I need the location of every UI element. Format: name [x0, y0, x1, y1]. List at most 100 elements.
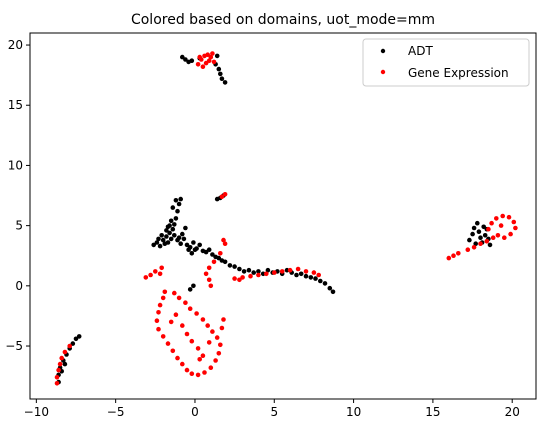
point-adt-44 — [265, 267, 271, 273]
point-adt-55 — [318, 278, 323, 284]
point-adt-40 — [246, 267, 252, 273]
point-adt-11 — [173, 216, 179, 221]
point-adt-50 — [294, 272, 299, 278]
point-adt-38 — [237, 266, 242, 272]
y-tick-label: 20 — [8, 38, 23, 52]
point-gene-expression-54 — [208, 365, 214, 371]
point-gene-expression-16 — [211, 259, 217, 265]
point-gene-expression-35 — [148, 272, 153, 278]
point-gene-expression-14 — [222, 241, 228, 246]
point-gene-expression-47 — [170, 348, 176, 354]
point-adt-97 — [481, 224, 487, 230]
point-adt-68 — [192, 247, 198, 252]
point-adt-70 — [183, 57, 188, 62]
point-gene-expression-0 — [195, 62, 201, 67]
point-adt-19 — [172, 233, 177, 238]
point-adt-90 — [478, 235, 483, 240]
point-adt-52 — [303, 273, 309, 279]
point-adt-10 — [172, 222, 177, 227]
point-adt-13 — [176, 201, 182, 207]
point-adt-41 — [251, 270, 256, 275]
point-gene-expression-61 — [200, 317, 206, 322]
point-adt-23 — [184, 242, 190, 248]
point-adt-29 — [203, 249, 209, 255]
x-tick-label: −10 — [24, 405, 49, 419]
point-gene-expression-4 — [208, 54, 214, 60]
point-adt-78 — [222, 80, 228, 85]
point-gene-expression-71 — [189, 338, 195, 344]
point-adt-66 — [176, 235, 182, 240]
point-adt-5 — [164, 234, 169, 239]
point-adt-27 — [197, 242, 202, 248]
point-gene-expression-56 — [216, 351, 222, 356]
point-gene-expression-48 — [175, 355, 180, 361]
point-adt-69 — [180, 54, 185, 60]
point-gene-expression-79 — [451, 253, 456, 258]
point-adt-89 — [476, 229, 482, 234]
point-gene-expression-41 — [157, 302, 163, 308]
point-gene-expression-52 — [195, 372, 201, 378]
point-gene-expression-62 — [194, 311, 199, 316]
point-gene-expression-70 — [184, 331, 190, 337]
point-adt-31 — [210, 252, 215, 257]
point-gene-expression-22 — [240, 275, 245, 280]
point-adt-84 — [187, 287, 193, 292]
point-gene-expression-27 — [279, 269, 285, 274]
point-gene-expression-9 — [210, 51, 215, 56]
point-adt-92 — [482, 233, 488, 238]
point-gene-expression-57 — [218, 342, 223, 348]
point-gene-expression-85 — [490, 235, 496, 240]
point-adt-104 — [70, 341, 76, 346]
y-tick-label: 15 — [8, 98, 23, 112]
point-adt-86 — [470, 231, 475, 237]
point-adt-36 — [227, 263, 233, 268]
point-adt-106 — [76, 334, 82, 339]
point-gene-expression-3 — [205, 52, 210, 57]
point-gene-expression-31 — [311, 270, 317, 275]
point-adt-51 — [298, 271, 304, 277]
point-adt-33 — [216, 255, 222, 261]
point-adt-83 — [191, 283, 196, 289]
point-gene-expression-23 — [248, 273, 253, 279]
point-gene-expression-78 — [446, 255, 452, 261]
y-tick-label: −5 — [5, 339, 23, 353]
point-adt-15 — [178, 196, 183, 202]
x-tick-label: 20 — [505, 405, 520, 419]
plot-area-frame — [29, 32, 537, 400]
x-tick-label: 5 — [270, 405, 278, 419]
point-gene-expression-42 — [156, 310, 161, 315]
point-gene-expression-29 — [295, 266, 301, 272]
point-adt-82 — [214, 196, 220, 202]
point-gene-expression-8 — [197, 54, 202, 60]
point-adt-79 — [214, 53, 220, 59]
point-adt-72 — [189, 58, 195, 63]
point-gene-expression-25 — [264, 271, 269, 277]
chart-title: Colored based on domains, uot_mode=mm — [131, 12, 435, 28]
point-gene-expression-11 — [222, 192, 228, 197]
point-gene-expression-94 — [502, 235, 507, 240]
point-adt-77 — [219, 76, 225, 81]
point-gene-expression-86 — [486, 226, 491, 232]
point-gene-expression-74 — [168, 319, 174, 325]
point-gene-expression-13 — [221, 237, 226, 243]
point-gene-expression-26 — [272, 270, 277, 275]
point-gene-expression-60 — [205, 323, 210, 328]
point-gene-expression-72 — [195, 346, 201, 351]
y-tick-label: 10 — [8, 158, 23, 172]
point-adt-7 — [167, 230, 172, 236]
point-adt-35 — [222, 259, 228, 265]
point-gene-expression-76 — [206, 340, 212, 345]
point-gene-expression-18 — [203, 271, 209, 277]
point-adt-0 — [151, 242, 156, 248]
point-gene-expression-92 — [513, 225, 518, 231]
point-gene-expression-75 — [173, 312, 179, 318]
point-gene-expression-91 — [511, 219, 517, 225]
points-layer — [54, 51, 518, 386]
point-gene-expression-80 — [456, 251, 461, 256]
point-gene-expression-15 — [218, 251, 223, 256]
point-adt-62 — [156, 236, 161, 242]
point-adt-58 — [330, 289, 336, 295]
point-adt-57 — [327, 285, 333, 291]
point-gene-expression-12 — [219, 194, 225, 199]
point-gene-expression-38 — [159, 265, 164, 271]
